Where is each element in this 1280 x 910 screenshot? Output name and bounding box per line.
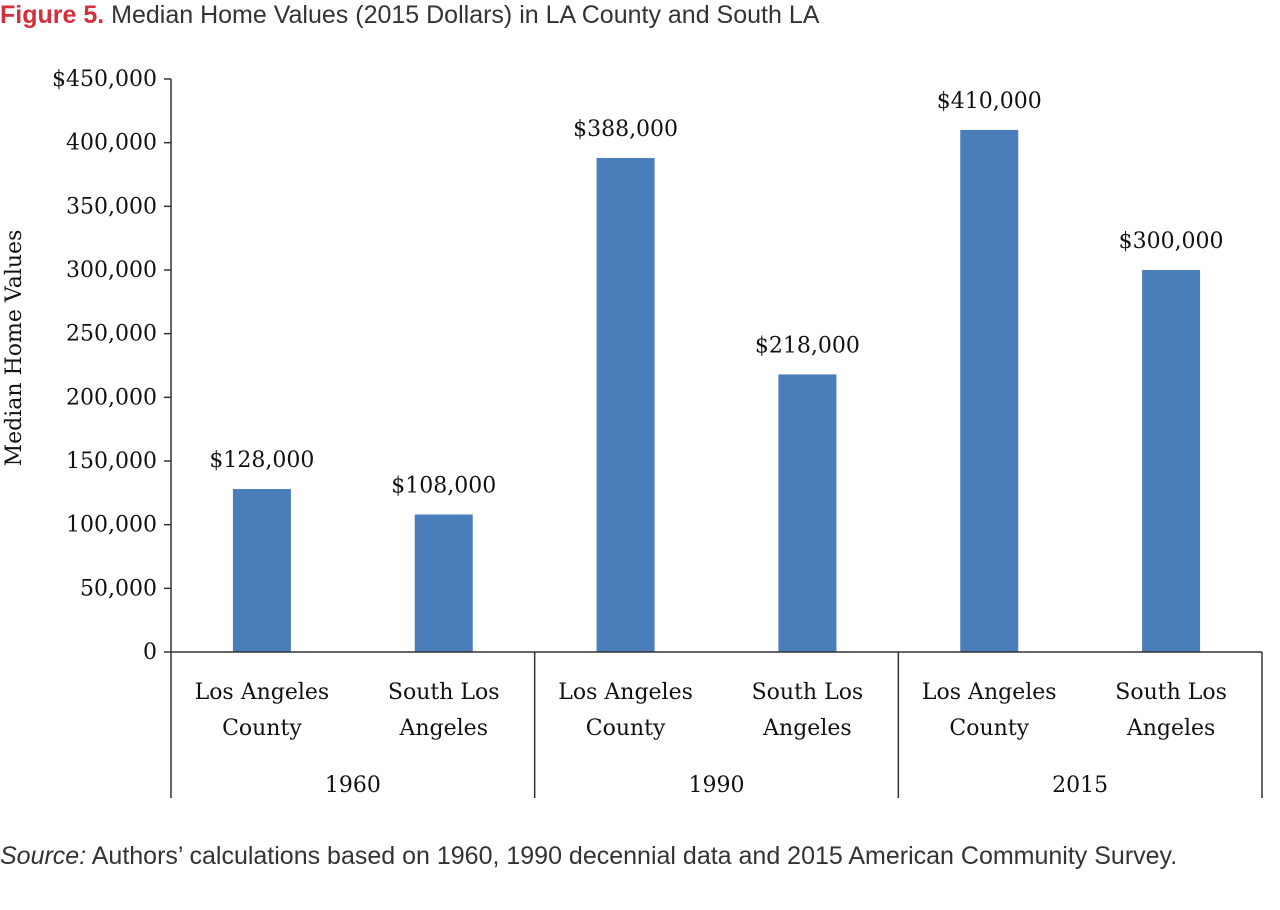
bar (1142, 270, 1201, 652)
category-label: Angeles (1126, 716, 1216, 741)
y-axis-title: Median Home Values (2, 230, 27, 467)
y-tick-label: 50,000 (80, 576, 157, 601)
y-tick-label: 250,000 (66, 322, 157, 347)
group-label: 2015 (1052, 773, 1108, 798)
category-label: County (222, 716, 302, 741)
bar-chart: 0 50,000 100,000 150,000 200,000 250,000 300,0… (2, 67, 1263, 798)
y-axis: 0 50,000 100,000 150,000 200,000 250,000 300,0… (52, 67, 172, 798)
bar (960, 129, 1019, 652)
source-note: Source: Authors’ calculations based on 1… (0, 838, 1280, 874)
source-text: Authors’ calculations based on 1960, 199… (91, 842, 1178, 870)
figure-number: Figure 5. (0, 1, 105, 29)
category-label: Angeles (398, 716, 488, 741)
category-label: South Los (752, 680, 864, 705)
group-label: 1960 (325, 773, 381, 798)
category-label: County (586, 716, 666, 741)
x-axis: Los Angeles County South Los Angeles 1960 Los… (171, 651, 1263, 798)
bar (596, 157, 655, 653)
data-label: $218,000 (755, 333, 860, 358)
bar (778, 374, 837, 652)
category-label: Angeles (762, 716, 852, 741)
y-tick-label: 300,000 (66, 258, 157, 283)
figure-title-text: Median Home Values (2015 Dollars) in LA … (111, 1, 820, 29)
y-tick-label: 0 (143, 640, 157, 665)
category-label: Los Angeles (558, 680, 693, 705)
data-label: $410,000 (937, 89, 1042, 114)
group-label: 1990 (689, 773, 745, 798)
data-label: $388,000 (573, 117, 678, 142)
bar (232, 489, 291, 652)
category-label: South Los (388, 680, 500, 705)
figure-title: Figure 5. Median Home Values (2015 Dolla… (0, 0, 1280, 34)
source-label: Source: (0, 842, 87, 870)
y-tick-label: 150,000 (66, 449, 157, 474)
y-tick-label: 350,000 (66, 194, 157, 219)
y-tick-label: $450,000 (52, 67, 157, 92)
category-label: South Los (1115, 680, 1227, 705)
category-label: County (949, 716, 1029, 741)
category-label: Los Angeles (922, 680, 1057, 705)
data-label: $128,000 (209, 448, 314, 473)
y-tick-label: 100,000 (66, 513, 157, 538)
category-label: Los Angeles (195, 680, 330, 705)
y-tick-label: 200,000 (66, 385, 157, 410)
data-label: $108,000 (391, 473, 496, 498)
bar (414, 514, 473, 652)
bars: $128,000 $108,000 $388,000 $218,000 $410,000… (209, 89, 1224, 653)
y-tick-label: 400,000 (66, 131, 157, 156)
data-label: $300,000 (1119, 229, 1224, 254)
